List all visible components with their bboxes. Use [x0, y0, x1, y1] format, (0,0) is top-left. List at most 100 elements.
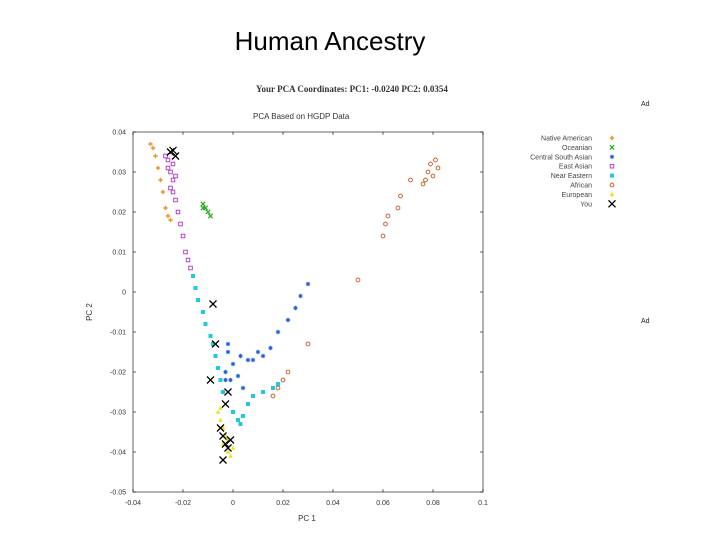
legend-marker-european	[609, 192, 615, 197]
oceanian-point	[200, 201, 206, 207]
y-tick-label: -0.02	[110, 370, 126, 377]
native-american-point	[153, 153, 158, 159]
you-point	[171, 152, 180, 160]
central-south-asian-point	[268, 345, 273, 351]
central-south-asian-point	[285, 317, 291, 323]
y-tick-label: 0	[122, 290, 126, 297]
east-asian-point	[165, 157, 171, 163]
x-axis-label: PC 1	[298, 514, 316, 523]
you-point	[224, 444, 232, 452]
east-asian-point	[163, 153, 168, 159]
y-tick-label: -0.04	[110, 450, 126, 457]
legend-marker-native-american	[609, 135, 615, 141]
african-point	[420, 181, 426, 187]
y-tick-label: -0.01	[110, 330, 126, 337]
european-point	[228, 453, 233, 458]
legend-label-near-eastern: Near Eastern	[551, 173, 592, 180]
native-american-point	[165, 213, 171, 219]
central-south-asian-point	[223, 369, 228, 375]
east-asian-point	[188, 265, 193, 271]
african-point	[380, 233, 386, 239]
you-point	[219, 456, 227, 464]
near-eastern-point	[211, 342, 215, 346]
right-edge-label-top: Ad	[641, 101, 650, 108]
near-eastern-point	[236, 418, 240, 422]
legend-label-central-south-asian: Central South Asian	[530, 154, 592, 161]
african-point	[408, 177, 413, 183]
x-tick-label: 0.04	[326, 500, 340, 507]
near-eastern-point	[231, 410, 235, 414]
x-tick-label: 0.08	[426, 500, 440, 507]
plot-frame	[132, 131, 484, 493]
european-point	[230, 445, 236, 450]
near-eastern-point	[261, 390, 265, 394]
east-asian-point	[178, 221, 183, 227]
african-point	[395, 205, 401, 211]
near-eastern-point	[238, 422, 243, 426]
near-eastern-point	[218, 378, 223, 382]
near-eastern-point	[208, 334, 213, 338]
legend-label-african: African	[570, 183, 592, 190]
african-point	[398, 193, 403, 199]
east-asian-point	[170, 189, 176, 195]
near-eastern-point	[241, 414, 245, 418]
african-point	[425, 169, 431, 175]
central-south-asian-point	[255, 349, 261, 355]
legend-label-east-asian: East Asian	[559, 164, 592, 171]
east-asian-point	[165, 165, 171, 171]
you-point	[209, 300, 217, 308]
near-eastern-point	[193, 286, 198, 290]
african-point	[285, 369, 291, 375]
native-american-point	[150, 145, 156, 151]
central-south-asian-point	[228, 377, 233, 383]
near-eastern-point	[246, 402, 250, 406]
african-point	[305, 341, 311, 347]
east-asian-point	[170, 177, 176, 183]
legend-marker-oceanian	[609, 144, 615, 151]
legend-label-oceanian: Oceanian	[562, 145, 592, 152]
african-point	[275, 385, 281, 391]
legend-marker-you	[608, 199, 616, 208]
x-tick-label: 0.1	[478, 500, 488, 507]
near-eastern-point	[196, 298, 200, 302]
y-tick-label: 0.02	[112, 210, 126, 217]
european-point	[215, 409, 221, 414]
slide-title: Human Ancestry	[234, 26, 426, 56]
african-point	[280, 377, 286, 383]
central-south-asian-point	[225, 341, 231, 347]
near-eastern-point	[203, 322, 208, 326]
central-south-asian-point	[250, 357, 256, 363]
near-eastern-point	[276, 382, 280, 386]
pca-coordinates-header: Your PCA Coordinates: PC1: -0.0240 PC2: …	[256, 84, 448, 94]
central-south-asian-point	[298, 293, 303, 299]
y-tick-label: -0.05	[110, 490, 126, 497]
legend-marker-central-south-asian	[609, 154, 615, 159]
x-tick-label: 0.02	[276, 500, 290, 507]
east-asian-point	[168, 185, 173, 191]
you-point	[221, 440, 230, 448]
european-point	[218, 405, 223, 410]
central-south-asian-point	[223, 377, 228, 383]
near-eastern-point	[271, 386, 275, 390]
oceanian-point	[202, 205, 209, 211]
y-tick-label: 0.04	[112, 130, 126, 137]
you-point	[211, 340, 220, 348]
oceanian-point	[205, 209, 211, 215]
x-tick-label: -0.02	[175, 500, 191, 507]
chart-title: PCA Based on HGDP Data	[253, 112, 350, 121]
african-point	[423, 177, 428, 183]
central-south-asian-point	[275, 329, 281, 335]
legend-label-european: European	[562, 192, 592, 199]
east-asian-point	[170, 161, 176, 167]
x-tick-label: -0.04	[125, 500, 141, 507]
african-point	[385, 213, 391, 219]
you-point	[166, 148, 175, 156]
east-asian-point	[180, 233, 186, 239]
near-eastern-point	[251, 394, 255, 398]
native-american-point	[163, 205, 168, 211]
east-asian-point	[173, 173, 178, 179]
legend-marker-african	[609, 182, 615, 188]
x-tick-label: 0.06	[376, 500, 390, 507]
central-south-asian-point	[238, 353, 243, 359]
